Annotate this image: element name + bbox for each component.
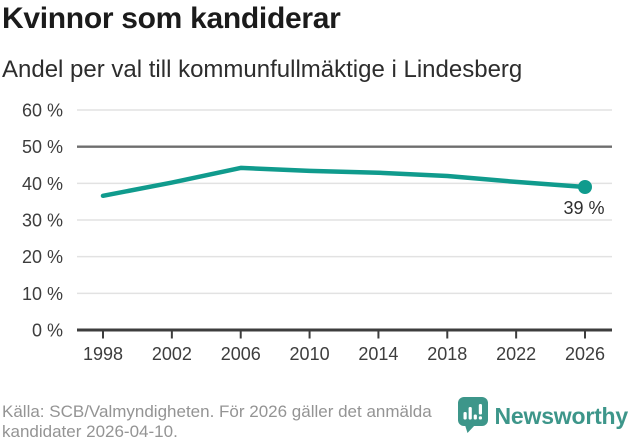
y-axis-label: 0 % [32, 321, 63, 341]
y-axis-label: 40 % [22, 174, 63, 194]
end-value-label: 39 % [563, 197, 605, 218]
y-axis-label: 20 % [22, 247, 63, 267]
y-axis-label: 50 % [22, 137, 63, 157]
x-axis-label: 2006 [221, 344, 261, 364]
x-axis-label: 1998 [83, 344, 123, 364]
x-axis-label: 2022 [496, 344, 536, 364]
y-axis-label: 60 % [22, 101, 63, 121]
x-axis-label: 2014 [358, 344, 398, 364]
x-axis-label: 2002 [152, 344, 192, 364]
source-note: Källa: SCB/Valmyndigheten. För 2026 gäll… [2, 402, 432, 439]
x-axis-label: 2018 [427, 344, 467, 364]
newsworthy-logo[interactable]: Newsworthy [457, 397, 629, 433]
newsworthy-logo-icon [457, 397, 488, 433]
chart-subtitle: Andel per val till kommunfullmäktige i L… [2, 56, 523, 83]
x-axis-label: 2010 [290, 344, 330, 364]
trend-line [100, 165, 588, 199]
y-axis-label: 10 % [22, 284, 63, 304]
newsworthy-logo-text: Newsworthy [494, 402, 629, 429]
y-axis-label: 30 % [22, 211, 63, 231]
chart-title: Kvinnor som kandiderar [2, 2, 341, 35]
end-point-marker [578, 180, 592, 194]
x-axis-label: 2026 [565, 344, 605, 364]
